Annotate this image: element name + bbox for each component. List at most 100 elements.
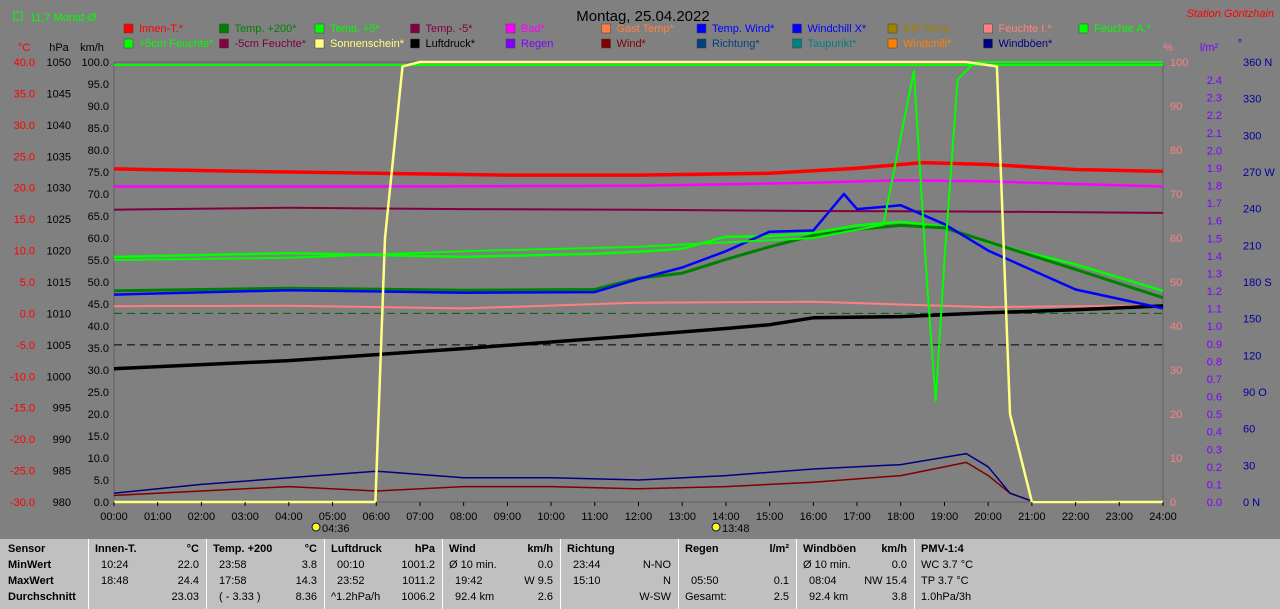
noon-icon [711, 522, 721, 532]
x-tick-label: 19:00 [931, 511, 959, 523]
month-avg-checkbox[interactable] [13, 11, 23, 21]
legend-label-feuchte-a: Feuchte A.* [1094, 23, 1152, 35]
legend-label-windb-en: Windböen* [999, 38, 1054, 50]
series-feuchte-a [113, 61, 1163, 402]
legend-swatch-diff-temp [887, 23, 898, 34]
y-tick-rain: 1.7 [1207, 198, 1222, 210]
y-tick-temp: 20.0 [14, 183, 35, 195]
stats-temp200: Temp. +200 °C 23:58 3.8 17:58 14.3 ( - 3… [206, 539, 325, 609]
stats-boeen: Windböen km/h Ø 10 min. 0.0 08:04 NW 15.… [796, 539, 915, 609]
stats-regen-total-label: Gesamt: [685, 591, 727, 603]
legend-label-5cm-feuchte: -5cm Feuchte* [235, 38, 307, 50]
x-axis: 00:00 01:00 02:00 03:00 04:00 05:00 06:00 07:00… [100, 502, 1177, 535]
stats-temp200-unit: °C [304, 543, 317, 555]
y-tick-temp: 40.0 [14, 57, 35, 69]
y-tick-temp: -15.0 [10, 403, 35, 415]
stats-richtung-avg-value: W-SW [639, 591, 671, 603]
stats-wind-max-value: W 9.5 [524, 575, 553, 587]
y-tick-speed: 25.0 [88, 387, 109, 399]
y-tick-temp: -10.0 [10, 371, 35, 383]
sunrise-label: 04:36 [322, 523, 350, 535]
y-tick-pressure: 1000 [47, 371, 71, 383]
series-temp-200 [113, 223, 1164, 300]
y-tick-rain: 0.0 [1207, 497, 1222, 509]
legend-label-windchill-x: Windchill X* [808, 23, 867, 35]
x-tick-label: 22:00 [1062, 511, 1090, 523]
legend-label-diff-temp: Diff Temp. [903, 23, 952, 35]
y-tick-direction: 300 [1243, 130, 1261, 142]
y-tick-rain: 0.2 [1207, 462, 1222, 474]
x-tick-label: 20:00 [974, 511, 1002, 523]
y-tick-rain: 1.5 [1207, 233, 1222, 245]
legend-swatch-luftdruck [410, 38, 420, 49]
y-tick-speed: 75.0 [88, 167, 109, 179]
row-label-sensor: Sensor [8, 543, 46, 555]
sunrise-icon [311, 522, 321, 532]
y-tick-rain: 0.5 [1207, 409, 1222, 421]
legend-swatch-windchill [887, 38, 898, 49]
legend-swatch-temp-wind [696, 23, 707, 34]
y-tick-temp: 25.0 [14, 151, 35, 163]
legend-swatch-gast-temp [601, 23, 611, 34]
y-tick-direction: 90 O [1243, 387, 1267, 399]
y-tick-speed: 55.0 [88, 255, 109, 267]
legend-label-feuchte-i: Feuchte I.* [999, 23, 1053, 35]
y-tick-speed: 35.0 [88, 343, 109, 355]
legend-swatch-richtung [696, 38, 707, 49]
y-tick-speed: 10.0 [88, 453, 109, 465]
series-temp-5 [113, 206, 1164, 214]
legend-swatch-temp-200 [219, 23, 229, 34]
month-avg-label: 11.7 Monat-Ø [30, 12, 97, 24]
y-tick-humidity: 50 [1170, 277, 1182, 289]
y-tick-rain: 0.7 [1207, 374, 1222, 386]
series-innen-t [113, 160, 1164, 177]
legend-swatch-regen [505, 38, 516, 49]
y-tick-direction: 0 N [1243, 497, 1260, 509]
row-label-min: MinWert [8, 559, 52, 571]
x-tick-label: 12:00 [625, 511, 653, 523]
y-tick-pressure: 1045 [47, 88, 71, 100]
legend: Innen-T.* Temp. +200* Temp. +5* Temp. -5* Ba… [123, 23, 1152, 50]
stats-innen-max-value: 24.4 [177, 575, 199, 587]
stats-temp200-max-value: 14.3 [295, 575, 317, 587]
stats-boeen-unit: km/h [881, 543, 907, 555]
stats-pmv: PMV-1:4 WC 3.7 °C TP 3.7 °C 1.0hPa/3h [914, 539, 1035, 609]
legend-label-wind: Wind* [617, 38, 647, 50]
stats-temp200-min-value: 3.8 [301, 559, 317, 571]
stats-richtung-min-value: N-NO [642, 559, 671, 571]
y-tick-humidity: 10 [1170, 453, 1182, 465]
legend-label-richtung: Richtung* [712, 38, 760, 50]
y-tick-humidity: 70 [1170, 189, 1182, 201]
y-tick-direction: 270 W [1243, 167, 1275, 179]
x-tick-label: 02:00 [188, 511, 216, 523]
stats-luft: Luftdruck hPa 00:10 1001.2 23:52 1011.2 … [324, 539, 443, 609]
legend-swatch-windb-en [983, 38, 993, 49]
stats-regen: Regen l/m² 05:50 0.1 Gesamt: 2.5 [678, 539, 797, 609]
y-tick-speed: 45.0 [88, 299, 109, 311]
axis-unit-direction: ° [1238, 38, 1242, 50]
y-tick-rain: 1.1 [1207, 304, 1222, 316]
axis-unit-rain: l/m² [1200, 42, 1219, 54]
y-tick-direction: 240 [1243, 204, 1261, 216]
stats-row-labels: Sensor MinWert MaxWert Durchschnitt [0, 539, 88, 609]
stats-boeen-title: Windböen [803, 543, 857, 555]
stats-wind-avg-value: 2.6 [537, 591, 553, 603]
y-tick-speed: 80.0 [88, 145, 109, 157]
series-luftdruck [113, 304, 1164, 371]
stats-wind-distance: 92.4 km [455, 591, 495, 603]
x-tick-label: 10:00 [537, 511, 565, 523]
legend-swatch-temp-5 [410, 23, 420, 34]
y-tick-pressure: 1015 [47, 277, 71, 289]
axis-unit-humidity: % [1163, 42, 1173, 54]
stats-regen-total-value: 2.5 [773, 591, 789, 603]
x-tick-label: 08:00 [450, 511, 478, 523]
y-tick-rain: 0.1 [1207, 479, 1222, 491]
stats-temp200-min-time: 23:58 [219, 559, 247, 571]
y-tick-speed: 85.0 [88, 123, 109, 135]
y-tick-rain: 2.3 [1207, 93, 1222, 105]
x-tick-label: 04:00 [275, 511, 303, 523]
y-tick-speed: 40.0 [88, 321, 109, 333]
series-temp-wind [113, 192, 1164, 310]
x-tick-label: 13:00 [668, 511, 696, 523]
y-tick-direction: 150 [1243, 314, 1261, 326]
